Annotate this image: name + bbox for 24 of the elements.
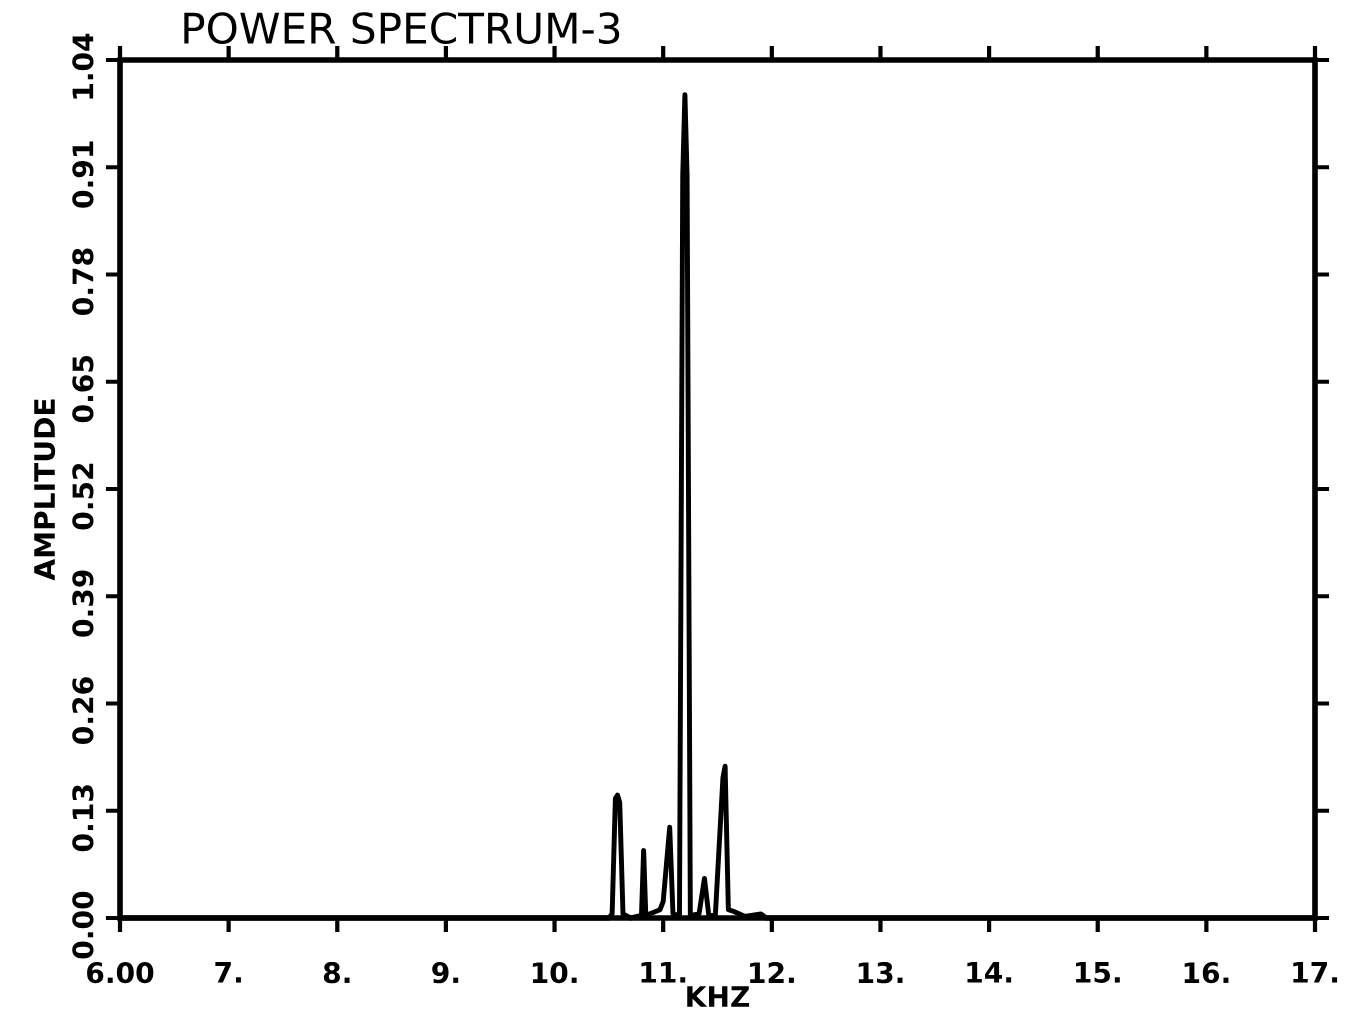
y-tick-label: 0.00 bbox=[72, 891, 94, 959]
y-tick-label: 1.04 bbox=[72, 33, 94, 99]
y-tick-label: 0.26 bbox=[72, 677, 94, 744]
x-tick-label: 13. bbox=[858, 962, 903, 984]
y-axis-title: AMPLITUDE bbox=[34, 399, 56, 581]
x-tick-label: 15. bbox=[1076, 962, 1120, 983]
x-tick-label: 8. bbox=[323, 962, 350, 984]
y-tick-label: 0.52 bbox=[72, 463, 94, 530]
y-tick-label: 0.91 bbox=[72, 141, 94, 208]
y-tick-label: 0.39 bbox=[72, 570, 94, 637]
chart-title: POWER SPECTRUM-3 bbox=[184, 12, 620, 45]
y-tick-label: 0.13 bbox=[72, 785, 94, 852]
y-tick-label: 0.78 bbox=[72, 248, 94, 315]
y-tick-label: 0.65 bbox=[72, 356, 94, 423]
x-tick-label: 14. bbox=[967, 962, 1012, 983]
x-axis-title: KHZ bbox=[687, 986, 750, 1007]
x-tick-label: 17. bbox=[1293, 962, 1338, 983]
x-tick-label: 16. bbox=[1184, 962, 1229, 984]
x-tick-label: 7. bbox=[215, 962, 241, 983]
x-tick-label: 10. bbox=[532, 962, 577, 984]
x-tick-label: 12. bbox=[750, 962, 794, 983]
x-tick-label: 11. bbox=[641, 962, 686, 983]
x-tick-label: 9. bbox=[432, 962, 459, 984]
x-tick-label: 6.00 bbox=[87, 962, 154, 984]
